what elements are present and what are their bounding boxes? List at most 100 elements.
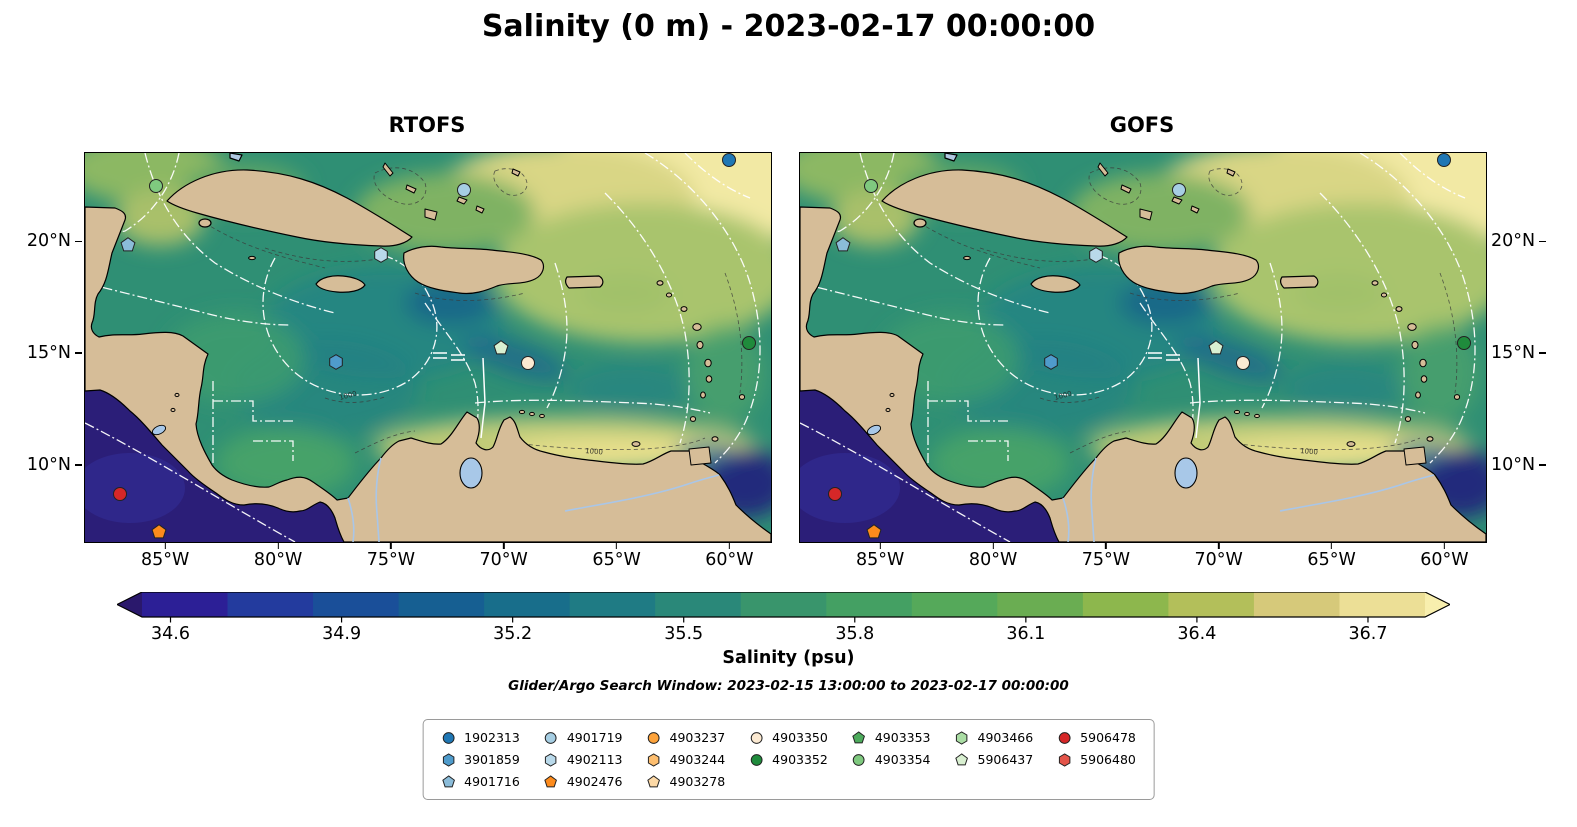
legend-marker-3901859 bbox=[442, 752, 454, 767]
y-tick: 15°N bbox=[23, 341, 82, 365]
legend-float-id: 5906478 bbox=[1080, 730, 1136, 745]
y-tick: 15°N bbox=[1487, 341, 1547, 365]
colorbar-label: Salinity (psu) bbox=[722, 648, 855, 668]
x-tick-mark bbox=[164, 542, 166, 549]
float-marker-4902113 bbox=[1089, 247, 1103, 263]
legend-entry-4903244: 4903244 bbox=[646, 751, 725, 768]
legend-marker-4902476 bbox=[544, 774, 558, 787]
float-marker-1902313 bbox=[722, 153, 736, 167]
x-tick-label: 60°W bbox=[705, 550, 754, 570]
x-tick-label: 80°W bbox=[253, 550, 303, 570]
legend-marker-4903353 bbox=[852, 730, 866, 743]
y-tick-label: 10°N bbox=[1491, 455, 1536, 475]
y-tick: 20°N bbox=[1487, 229, 1547, 253]
x-tick-mark bbox=[1217, 542, 1220, 549]
x-tick-label: 80°W bbox=[968, 550, 1018, 570]
x-tick-mark bbox=[1330, 542, 1333, 549]
x-tick: 60°W bbox=[705, 542, 754, 570]
legend-column: 4903353 4903354 bbox=[852, 729, 931, 790]
float-marker-4903352 bbox=[1457, 336, 1471, 350]
colorbar-segment bbox=[911, 592, 998, 617]
legend-float-id: 4902113 bbox=[566, 752, 623, 767]
float-marker-3901859 bbox=[1044, 354, 1058, 370]
legend-column: 5906478 5906480 bbox=[1057, 729, 1136, 790]
legend-float-id: 4901719 bbox=[566, 730, 623, 745]
legend-entry-1902313: 1902313 bbox=[441, 729, 520, 746]
legend-float-id: 1902313 bbox=[464, 730, 520, 745]
legend-float-id: 4903353 bbox=[874, 730, 931, 745]
legend-marker-1902313 bbox=[442, 731, 455, 744]
x-axis-gofs: 85°W 80°W 75°W 70°W 65°W 60°W bbox=[799, 541, 1485, 577]
colorbar-left-arrow bbox=[117, 592, 142, 617]
legend-marker-4903237 bbox=[647, 731, 660, 744]
x-tick: 80°W bbox=[254, 542, 302, 570]
y-axis-right: 20°N 15°N 10°N bbox=[1487, 152, 1567, 541]
legend-entry-4901716: 4901716 bbox=[441, 773, 520, 790]
x-tick-mark bbox=[1443, 542, 1446, 549]
legend-entry-4903354: 4903354 bbox=[852, 751, 931, 768]
x-tick: 85°W bbox=[141, 542, 189, 570]
x-tick: 70°W bbox=[480, 542, 528, 570]
x-tick-mark bbox=[390, 542, 392, 549]
legend-float-id: 4901716 bbox=[464, 774, 520, 789]
legend-entry-4903278: 4903278 bbox=[646, 773, 725, 790]
circle-marker-icon bbox=[750, 753, 763, 766]
legend-marker-4903352 bbox=[750, 753, 763, 766]
legend-entry-5906478: 5906478 bbox=[1057, 729, 1136, 746]
float-marker-4901719 bbox=[457, 183, 471, 197]
bathymetry-label: 1000 bbox=[1300, 447, 1318, 457]
legend-entry-3901859: 3901859 bbox=[441, 751, 520, 768]
colorbar-outline bbox=[115, 591, 1452, 618]
pentagon-marker-icon bbox=[544, 774, 558, 787]
legend-entry-5906437: 5906437 bbox=[955, 751, 1033, 768]
circle-marker-icon bbox=[647, 731, 660, 744]
float-marker-4902113 bbox=[374, 247, 388, 263]
y-tick-mark bbox=[75, 464, 82, 466]
panel-title-rtofs: RTOFS bbox=[388, 113, 466, 137]
float-marker-4901719 bbox=[1172, 183, 1186, 197]
float-marker-4903354 bbox=[149, 179, 163, 193]
hexagon-marker-icon bbox=[545, 752, 557, 767]
legend-marker-4901719 bbox=[544, 731, 557, 744]
float-marker-4903350 bbox=[521, 356, 535, 370]
float-marker-5906478 bbox=[113, 487, 127, 501]
figure-title: Salinity (0 m) - 2023-02-17 00:00:00 bbox=[481, 9, 1096, 44]
legend-column: 4901719 4902113 4902476 bbox=[544, 729, 623, 790]
float-marker-5906478 bbox=[828, 487, 842, 501]
y-tick-mark bbox=[75, 240, 82, 243]
float-marker-5906437 bbox=[1208, 340, 1224, 355]
x-tick: 85°W bbox=[856, 542, 904, 570]
pentagon-marker-icon bbox=[441, 774, 455, 787]
x-tick-mark bbox=[992, 542, 994, 549]
colorbar-segment bbox=[826, 592, 913, 617]
x-tick-label: 70°W bbox=[479, 550, 528, 570]
legend-entry-4903466: 4903466 bbox=[955, 729, 1033, 746]
x-tick-label: 65°W bbox=[1307, 550, 1356, 570]
x-tick-mark bbox=[879, 542, 881, 549]
colorbar-segment bbox=[997, 592, 1084, 617]
colorbar-segment bbox=[398, 592, 485, 617]
y-tick-label: 20°N bbox=[1491, 231, 1536, 252]
legend-entry-5906480: 5906480 bbox=[1057, 751, 1136, 768]
legend-marker-4901716 bbox=[441, 774, 455, 787]
colorbar-segment bbox=[740, 592, 827, 617]
colorbar-segment bbox=[1253, 592, 1341, 617]
colorbar-segment bbox=[142, 592, 229, 617]
y-tick-label: 15°N bbox=[26, 343, 71, 364]
legend-entry-4902476: 4902476 bbox=[544, 773, 622, 790]
colorbar-tick-label: 34.6 bbox=[151, 624, 190, 644]
legend-float-id: 4903244 bbox=[669, 752, 726, 767]
x-tick-label: 85°W bbox=[856, 550, 905, 570]
colorbar-svg bbox=[115, 591, 1452, 623]
x-tick-mark bbox=[277, 542, 279, 549]
x-tick-mark bbox=[502, 542, 505, 549]
y-tick: 10°N bbox=[23, 453, 82, 477]
legend-marker-5906437 bbox=[955, 752, 968, 765]
legend-marker-5906478 bbox=[1058, 731, 1071, 744]
colorbar-segment bbox=[569, 592, 656, 617]
legend-float-id: 4903352 bbox=[772, 752, 828, 767]
